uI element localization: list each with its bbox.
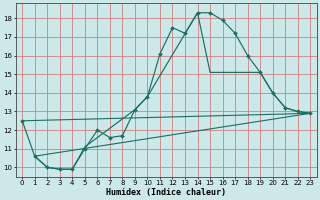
X-axis label: Humidex (Indice chaleur): Humidex (Indice chaleur)	[106, 188, 226, 197]
